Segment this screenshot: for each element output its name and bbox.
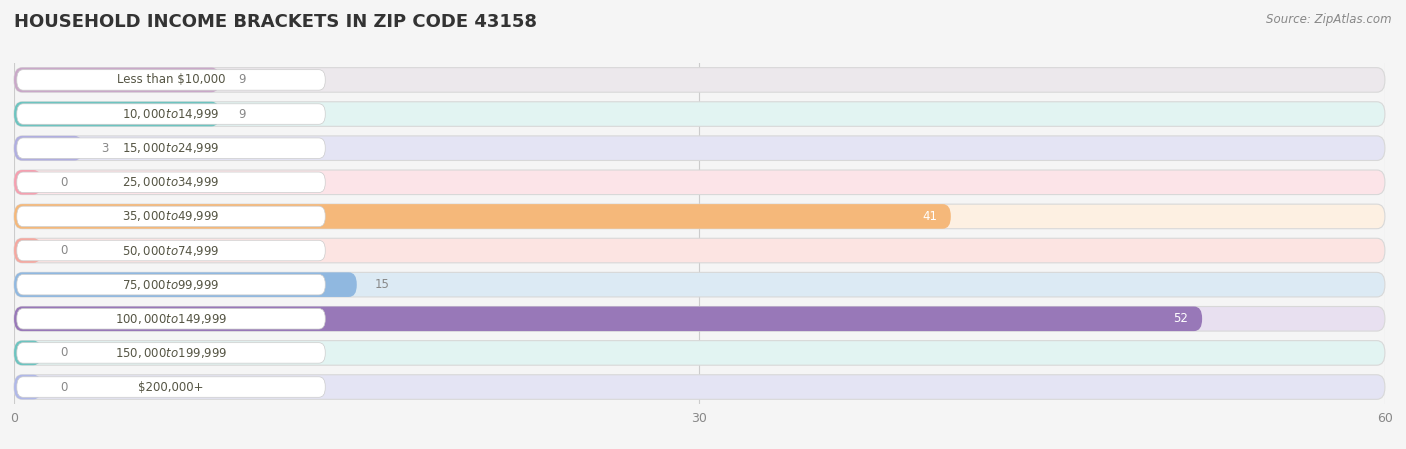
- Text: 52: 52: [1174, 313, 1188, 325]
- FancyBboxPatch shape: [14, 170, 1385, 194]
- FancyBboxPatch shape: [14, 68, 219, 92]
- Text: $50,000 to $74,999: $50,000 to $74,999: [122, 243, 219, 258]
- FancyBboxPatch shape: [14, 136, 1385, 160]
- FancyBboxPatch shape: [14, 375, 42, 399]
- FancyBboxPatch shape: [14, 273, 357, 297]
- Text: 9: 9: [238, 108, 246, 120]
- Text: 3: 3: [101, 142, 108, 154]
- FancyBboxPatch shape: [14, 375, 1385, 399]
- FancyBboxPatch shape: [14, 341, 1385, 365]
- FancyBboxPatch shape: [17, 172, 325, 193]
- FancyBboxPatch shape: [17, 70, 325, 90]
- FancyBboxPatch shape: [17, 240, 325, 261]
- Text: $150,000 to $199,999: $150,000 to $199,999: [115, 346, 228, 360]
- FancyBboxPatch shape: [14, 170, 42, 194]
- Text: $35,000 to $49,999: $35,000 to $49,999: [122, 209, 219, 224]
- FancyBboxPatch shape: [17, 377, 325, 397]
- FancyBboxPatch shape: [14, 136, 83, 160]
- Text: 0: 0: [60, 244, 67, 257]
- Text: $10,000 to $14,999: $10,000 to $14,999: [122, 107, 219, 121]
- FancyBboxPatch shape: [14, 307, 1202, 331]
- FancyBboxPatch shape: [14, 102, 219, 126]
- Text: 0: 0: [60, 381, 67, 393]
- Text: $15,000 to $24,999: $15,000 to $24,999: [122, 141, 219, 155]
- FancyBboxPatch shape: [17, 274, 325, 295]
- FancyBboxPatch shape: [14, 238, 1385, 263]
- FancyBboxPatch shape: [14, 238, 42, 263]
- Text: 9: 9: [238, 74, 246, 86]
- Text: $200,000+: $200,000+: [138, 381, 204, 393]
- Text: 0: 0: [60, 176, 67, 189]
- FancyBboxPatch shape: [14, 204, 950, 229]
- Text: $25,000 to $34,999: $25,000 to $34,999: [122, 175, 219, 189]
- Text: $75,000 to $99,999: $75,000 to $99,999: [122, 277, 219, 292]
- FancyBboxPatch shape: [14, 204, 1385, 229]
- FancyBboxPatch shape: [17, 343, 325, 363]
- FancyBboxPatch shape: [14, 273, 1385, 297]
- Text: 0: 0: [60, 347, 67, 359]
- Text: $100,000 to $149,999: $100,000 to $149,999: [115, 312, 228, 326]
- Text: HOUSEHOLD INCOME BRACKETS IN ZIP CODE 43158: HOUSEHOLD INCOME BRACKETS IN ZIP CODE 43…: [14, 13, 537, 31]
- Text: Source: ZipAtlas.com: Source: ZipAtlas.com: [1267, 13, 1392, 26]
- FancyBboxPatch shape: [17, 206, 325, 227]
- FancyBboxPatch shape: [17, 104, 325, 124]
- FancyBboxPatch shape: [14, 307, 1385, 331]
- FancyBboxPatch shape: [14, 68, 1385, 92]
- FancyBboxPatch shape: [17, 138, 325, 158]
- Text: 41: 41: [922, 210, 938, 223]
- Text: Less than $10,000: Less than $10,000: [117, 74, 225, 86]
- FancyBboxPatch shape: [17, 308, 325, 329]
- FancyBboxPatch shape: [14, 102, 1385, 126]
- Text: 15: 15: [375, 278, 389, 291]
- FancyBboxPatch shape: [14, 341, 42, 365]
